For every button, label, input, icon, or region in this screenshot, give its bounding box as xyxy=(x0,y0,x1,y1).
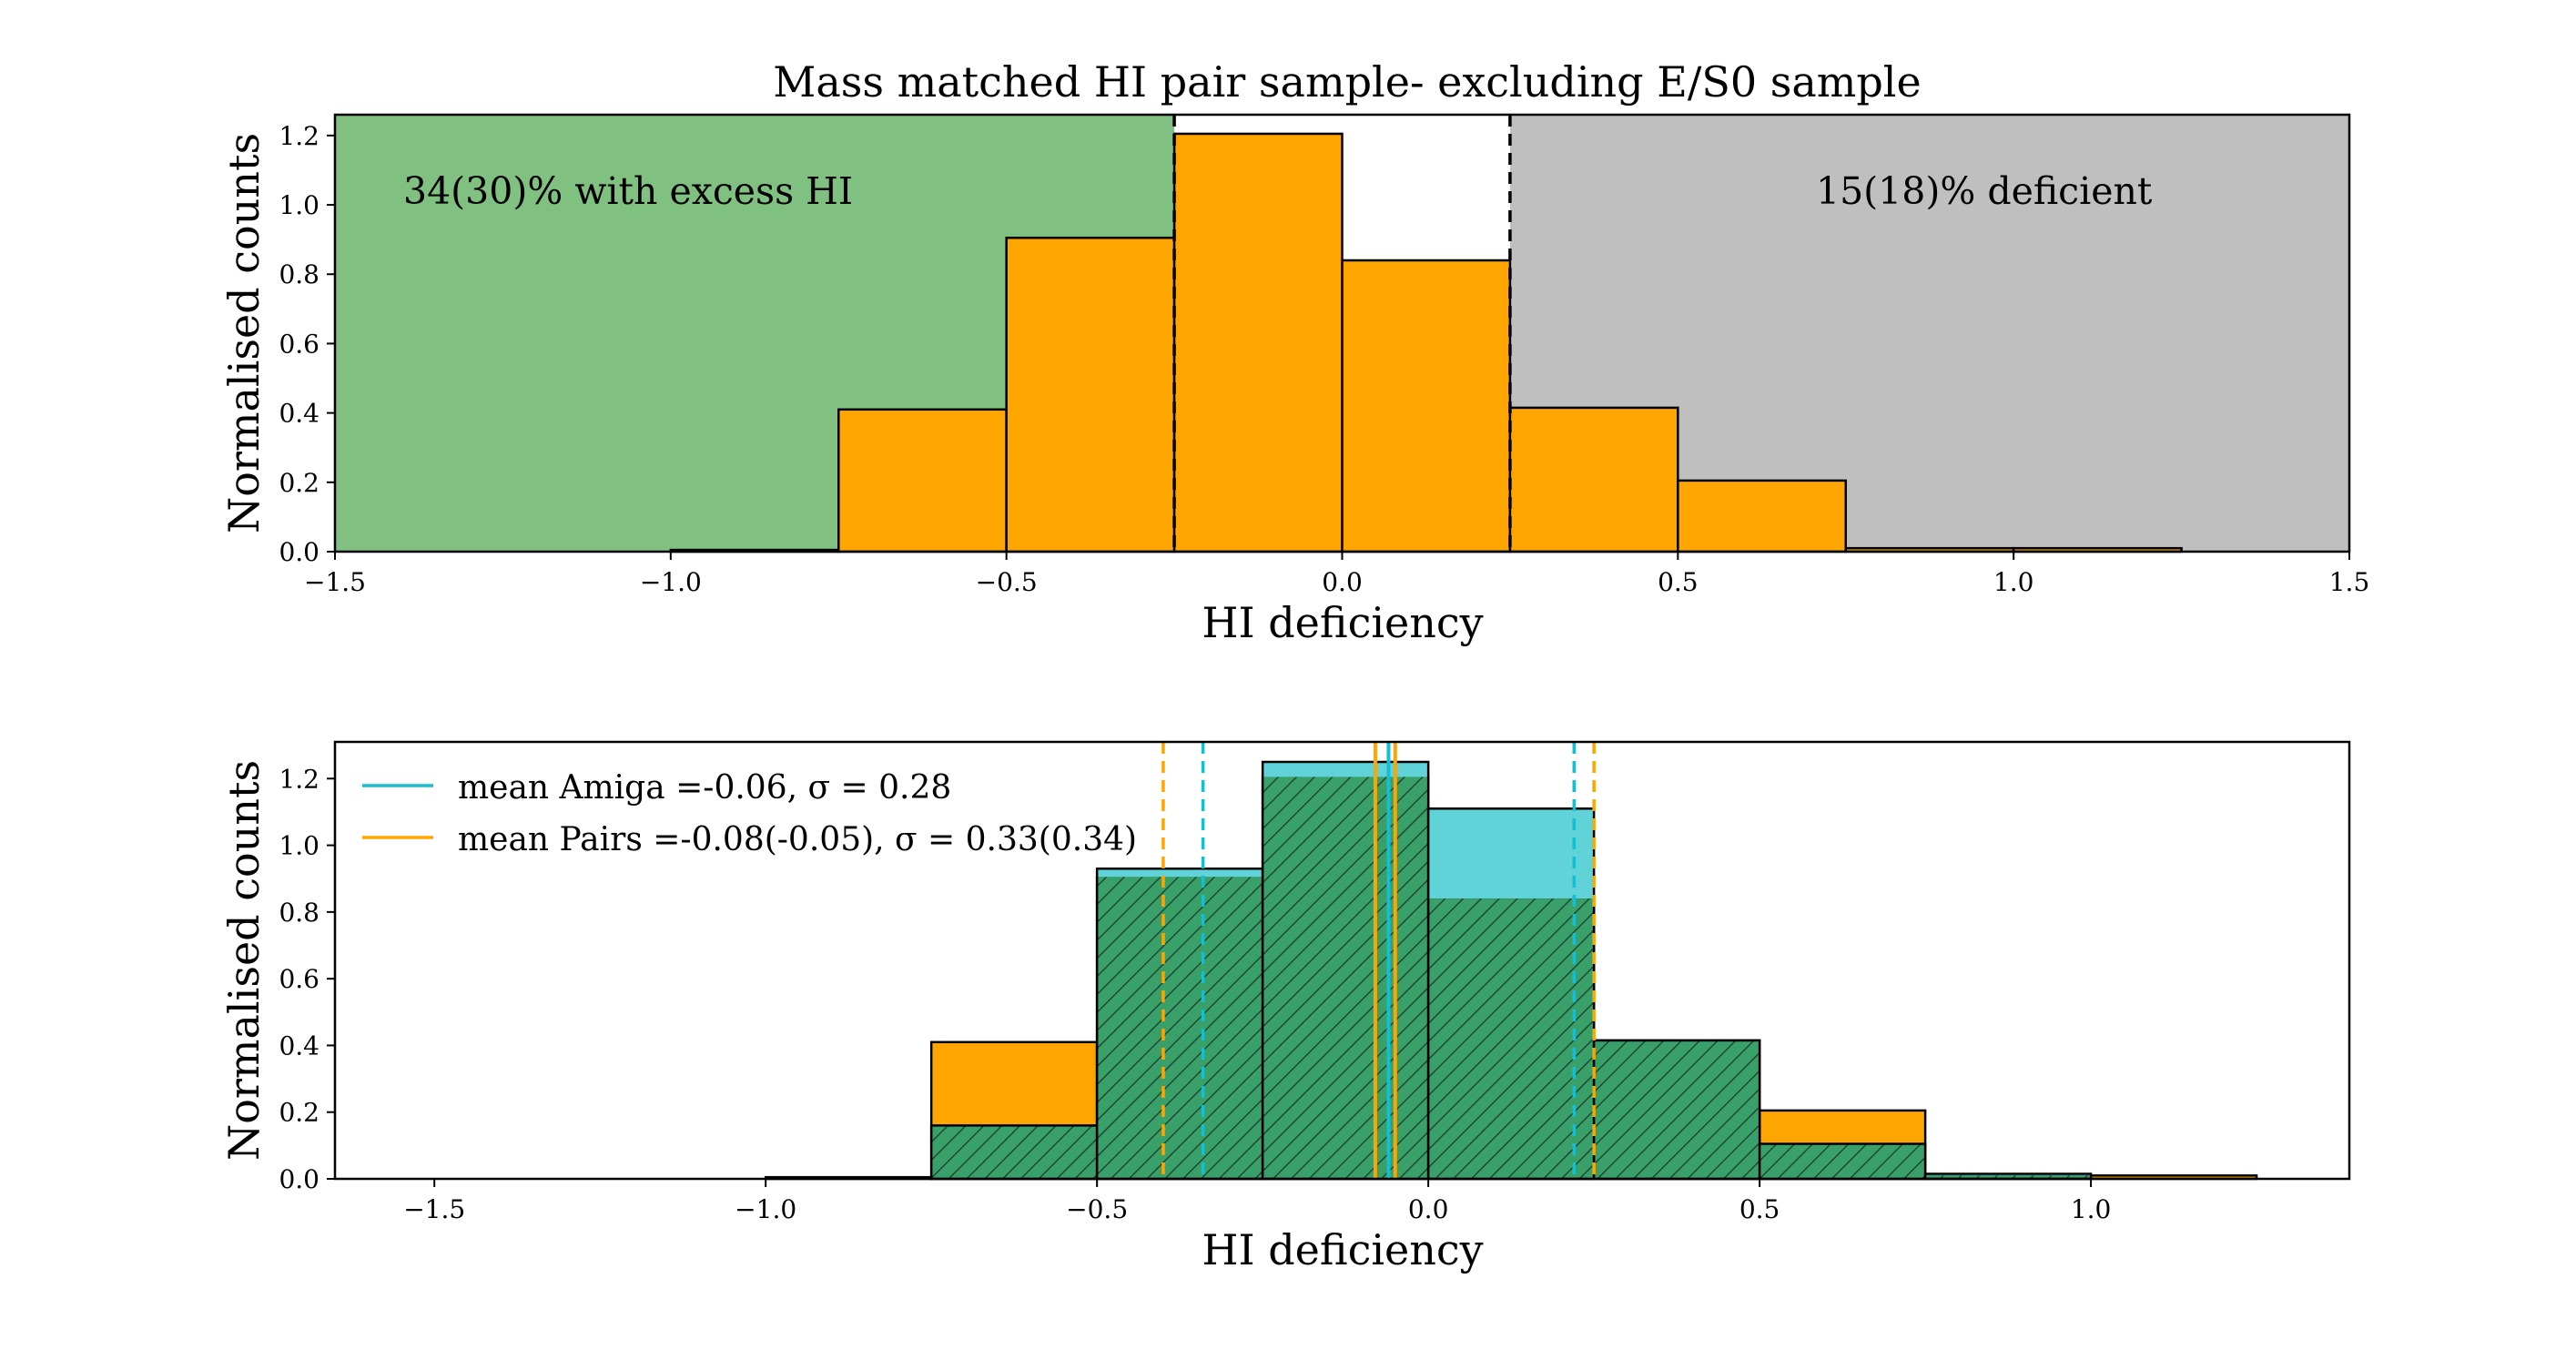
bottom-xtick-label: −1.0 xyxy=(735,1194,796,1224)
top-xtick-label: 0.0 xyxy=(1322,567,1363,597)
bottom-xtick-label: 1.0 xyxy=(2071,1194,2112,1224)
bottom-mean-lines-layer xyxy=(1161,742,1596,1179)
top-ytick-label: 0.6 xyxy=(279,329,319,359)
excess-annotation: 34(30)% with excess HI xyxy=(403,169,853,213)
overlap-bar-bin-7 xyxy=(1925,1175,2092,1179)
bottom-xtick-label: −1.5 xyxy=(403,1194,465,1224)
legend-amiga-label: mean Amiga =-0.06, σ = 0.28 xyxy=(458,769,951,807)
amiga-excess-bin-2 xyxy=(1097,868,1263,878)
bottom-bars-layer xyxy=(764,760,2258,1181)
top-bar-bin-3 xyxy=(1172,132,1344,553)
bottom-ytick-label: 0.4 xyxy=(279,1030,319,1061)
top-xtick-label: 0.5 xyxy=(1658,567,1699,597)
bottom-xtick-label: 0.0 xyxy=(1408,1194,1449,1224)
top-xtick-label: −1.0 xyxy=(640,567,702,597)
bottom-ytick-label: 0.6 xyxy=(279,964,319,994)
bottom-axes-frame xyxy=(333,740,2351,1181)
top-thresholds-layer xyxy=(1172,115,1512,552)
bottom-x-ticks: −1.5 −1.0 −0.5 0.0 0.5 1.0 xyxy=(403,1179,2111,1224)
top-y-ticks: 0.0 0.2 0.4 0.6 0.8 1.0 1.2 xyxy=(279,121,335,567)
top-bar-bin-2 xyxy=(1005,236,1176,553)
overlap-bar-bin-6 xyxy=(1760,1143,1926,1179)
top-xtick-label: 1.0 xyxy=(1993,567,2034,597)
overlap-bar-bin-5 xyxy=(1594,1040,1760,1179)
overlap-bar-bin-4 xyxy=(1428,898,1595,1179)
bottom-ytick-label: 0.0 xyxy=(279,1164,319,1194)
top-ytick-label: 0.2 xyxy=(279,468,319,498)
top-histogram-panel: Mass matched HI pair sample- excluding E… xyxy=(219,57,2369,647)
top-x-ticks: −1.5 −1.0 −0.5 0.0 0.5 1.0 1.5 xyxy=(304,552,2369,597)
bottom-x-axis-label: HI deficiency xyxy=(1202,1225,1483,1274)
top-ytick-label: 0.0 xyxy=(279,537,319,567)
top-ytick-label: 1.0 xyxy=(279,190,319,220)
top-y-axis-label: Normalised counts xyxy=(219,133,269,533)
top-bar-bin-4 xyxy=(1341,259,1512,553)
overlap-bar-bin-2 xyxy=(1097,877,1263,1179)
top-bar-bin-5 xyxy=(1508,406,1679,553)
top-bar-bin-1 xyxy=(837,408,1008,553)
bottom-xtick-label: 0.5 xyxy=(1739,1194,1780,1224)
deficient-annotation: 15(18)% deficient xyxy=(1816,169,2153,213)
top-xtick-label: −0.5 xyxy=(976,567,1038,597)
top-xtick-label: 1.5 xyxy=(2329,567,2370,597)
top-ytick-label: 0.8 xyxy=(279,259,319,289)
bottom-xtick-label: −0.5 xyxy=(1066,1194,1128,1224)
amiga-excess-bin-4 xyxy=(1428,808,1595,899)
bottom-ytick-label: 0.8 xyxy=(279,898,319,928)
bottom-y-axis-label: Normalised counts xyxy=(219,760,269,1161)
amiga-excess-bin-3 xyxy=(1263,761,1429,777)
bottom-histogram-panel: −1.5 −1.0 −0.5 0.0 0.5 1.0 0.0 0.2 0.4 0.6 0.8 1.0… xyxy=(219,740,2351,1274)
overlap-bar-bin-1 xyxy=(931,1125,1098,1179)
bottom-ytick-label: 1.2 xyxy=(279,764,319,794)
top-x-axis-label: HI deficiency xyxy=(1202,598,1483,647)
bottom-y-ticks: 0.0 0.2 0.4 0.6 0.8 1.0 1.2 xyxy=(279,764,335,1194)
top-bars-layer xyxy=(669,132,2183,553)
chart-title: Mass matched HI pair sample- excluding E… xyxy=(773,57,1922,107)
top-ytick-label: 1.2 xyxy=(279,121,319,151)
top-ytick-label: 0.4 xyxy=(279,399,319,429)
legend-pairs-label: mean Pairs =-0.08(-0.05), σ = 0.33(0.34) xyxy=(458,821,1137,858)
bottom-ytick-label: 1.0 xyxy=(279,831,319,861)
top-bar-bin-6 xyxy=(1677,479,1848,553)
overlap-bar-bin-3 xyxy=(1263,776,1429,1179)
legend: mean Amiga =-0.06, σ = 0.28 mean Pairs =… xyxy=(362,769,1137,858)
top-xtick-label: −1.5 xyxy=(304,567,366,597)
bottom-ytick-label: 0.2 xyxy=(279,1098,319,1128)
